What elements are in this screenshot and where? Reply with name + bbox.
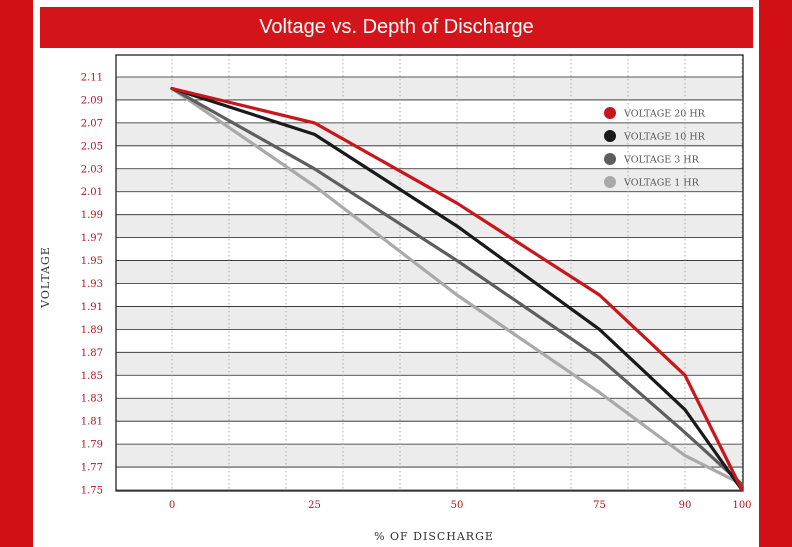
plot-band <box>116 168 743 192</box>
plot-band <box>116 398 743 422</box>
title-bar: Voltage vs. Depth of Discharge <box>40 7 753 48</box>
plot-frame <box>115 54 744 492</box>
series-line <box>170 86 744 492</box>
grid-lines <box>116 55 743 491</box>
y-tick-label: 1.77 <box>81 463 103 474</box>
legend-marker <box>604 176 616 188</box>
legend-marker <box>604 130 616 142</box>
y-tick-label: 1.83 <box>81 394 103 405</box>
plot-band <box>116 122 743 146</box>
plot-band <box>116 214 743 238</box>
x-tick-label: 0 <box>169 500 175 511</box>
x-tick-label: 100 <box>732 500 751 511</box>
legend-marker <box>604 107 616 119</box>
y-tick-label: 2.05 <box>81 141 103 152</box>
y-tick-label: 2.11 <box>81 73 103 84</box>
y-tick-label: 1.87 <box>81 348 103 359</box>
y-tick-label: 1.79 <box>81 440 103 451</box>
y-tick-label: 1.85 <box>81 371 103 382</box>
y-tick-label: 2.09 <box>81 95 103 106</box>
legend: VOLTAGE 20 HR VOLTAGE 10 HR VOLTAGE 3 HR VO… <box>604 107 706 189</box>
y-tick-label: 1.97 <box>81 233 103 244</box>
plot-band <box>116 352 743 376</box>
y-tick-label: 1.81 <box>81 417 103 428</box>
y-tick-label: 1.95 <box>81 256 103 267</box>
series-lines <box>170 86 744 492</box>
legend-label: VOLTAGE 10 HR <box>623 132 706 143</box>
plot-band <box>116 444 743 468</box>
x-tick-label: 90 <box>679 500 692 511</box>
y-tick-label: 1.91 <box>81 302 103 313</box>
y-tick-labels: 2.11 2.09 2.07 2.05 2.03 2.01 1.99 1.97 1.95 1.93… <box>81 73 103 497</box>
y-tick-label: 1.89 <box>81 325 103 336</box>
y-axis-label: VOLTAGE <box>39 246 52 309</box>
x-tick-label: 75 <box>593 500 606 511</box>
x-tick-label: 50 <box>451 500 464 511</box>
legend-label: VOLTAGE 20 HR <box>623 109 706 120</box>
legend-label: VOLTAGE 1 HR <box>623 178 700 189</box>
plot-band <box>116 77 743 100</box>
plot-band <box>116 306 743 330</box>
series-line <box>170 86 744 486</box>
plot-bands <box>116 77 743 468</box>
y-tick-label: 2.07 <box>81 118 103 129</box>
legend-label: VOLTAGE 3 HR <box>623 155 700 166</box>
y-tick-label: 2.01 <box>81 187 103 198</box>
series-line <box>170 86 744 486</box>
series-line <box>170 86 744 492</box>
x-tick-labels: 0 25 50 75 90 100 <box>169 500 752 511</box>
x-tick-label: 25 <box>308 500 321 511</box>
legend-marker <box>604 153 616 165</box>
x-axis-label: % OF DISCHARGE <box>374 530 494 543</box>
y-tick-label: 2.03 <box>81 164 103 175</box>
y-tick-label: 1.75 <box>81 486 103 497</box>
y-tick-label: 1.93 <box>81 279 103 290</box>
chart-title: Voltage vs. Depth of Discharge <box>259 16 534 38</box>
y-tick-label: 1.99 <box>81 210 103 221</box>
